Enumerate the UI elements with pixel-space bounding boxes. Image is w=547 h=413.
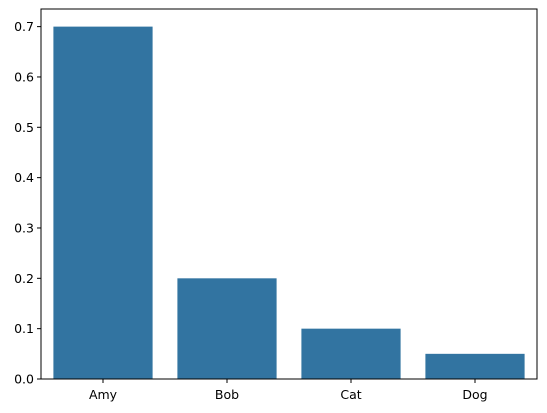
bar-bob bbox=[177, 278, 277, 379]
y-axis-ticks: 0.0 0.1 0.2 0.3 0.4 0.5 0.6 0.7 bbox=[14, 19, 41, 387]
x-axis-ticks: Amy Bob Cat Dog bbox=[89, 379, 488, 402]
y-tick-label: 0.2 bbox=[14, 271, 34, 286]
y-tick-label: 0.3 bbox=[14, 220, 34, 235]
bar-dog bbox=[425, 353, 525, 379]
bars-group bbox=[53, 26, 525, 379]
plot-frame bbox=[40, 8, 538, 380]
y-tick-label: 0.4 bbox=[14, 170, 34, 185]
bar-amy bbox=[53, 26, 153, 379]
bar-cat bbox=[301, 328, 401, 379]
y-tick-label: 0.0 bbox=[14, 372, 34, 387]
y-tick-label: 0.6 bbox=[14, 69, 34, 84]
x-tick-label: Cat bbox=[340, 387, 361, 402]
y-tick-label: 0.7 bbox=[14, 19, 34, 34]
x-tick-label: Dog bbox=[462, 387, 487, 402]
x-tick-label: Bob bbox=[215, 387, 239, 402]
y-tick-label: 0.1 bbox=[14, 321, 34, 336]
y-tick-label: 0.5 bbox=[14, 120, 34, 135]
x-tick-label: Amy bbox=[89, 387, 118, 402]
